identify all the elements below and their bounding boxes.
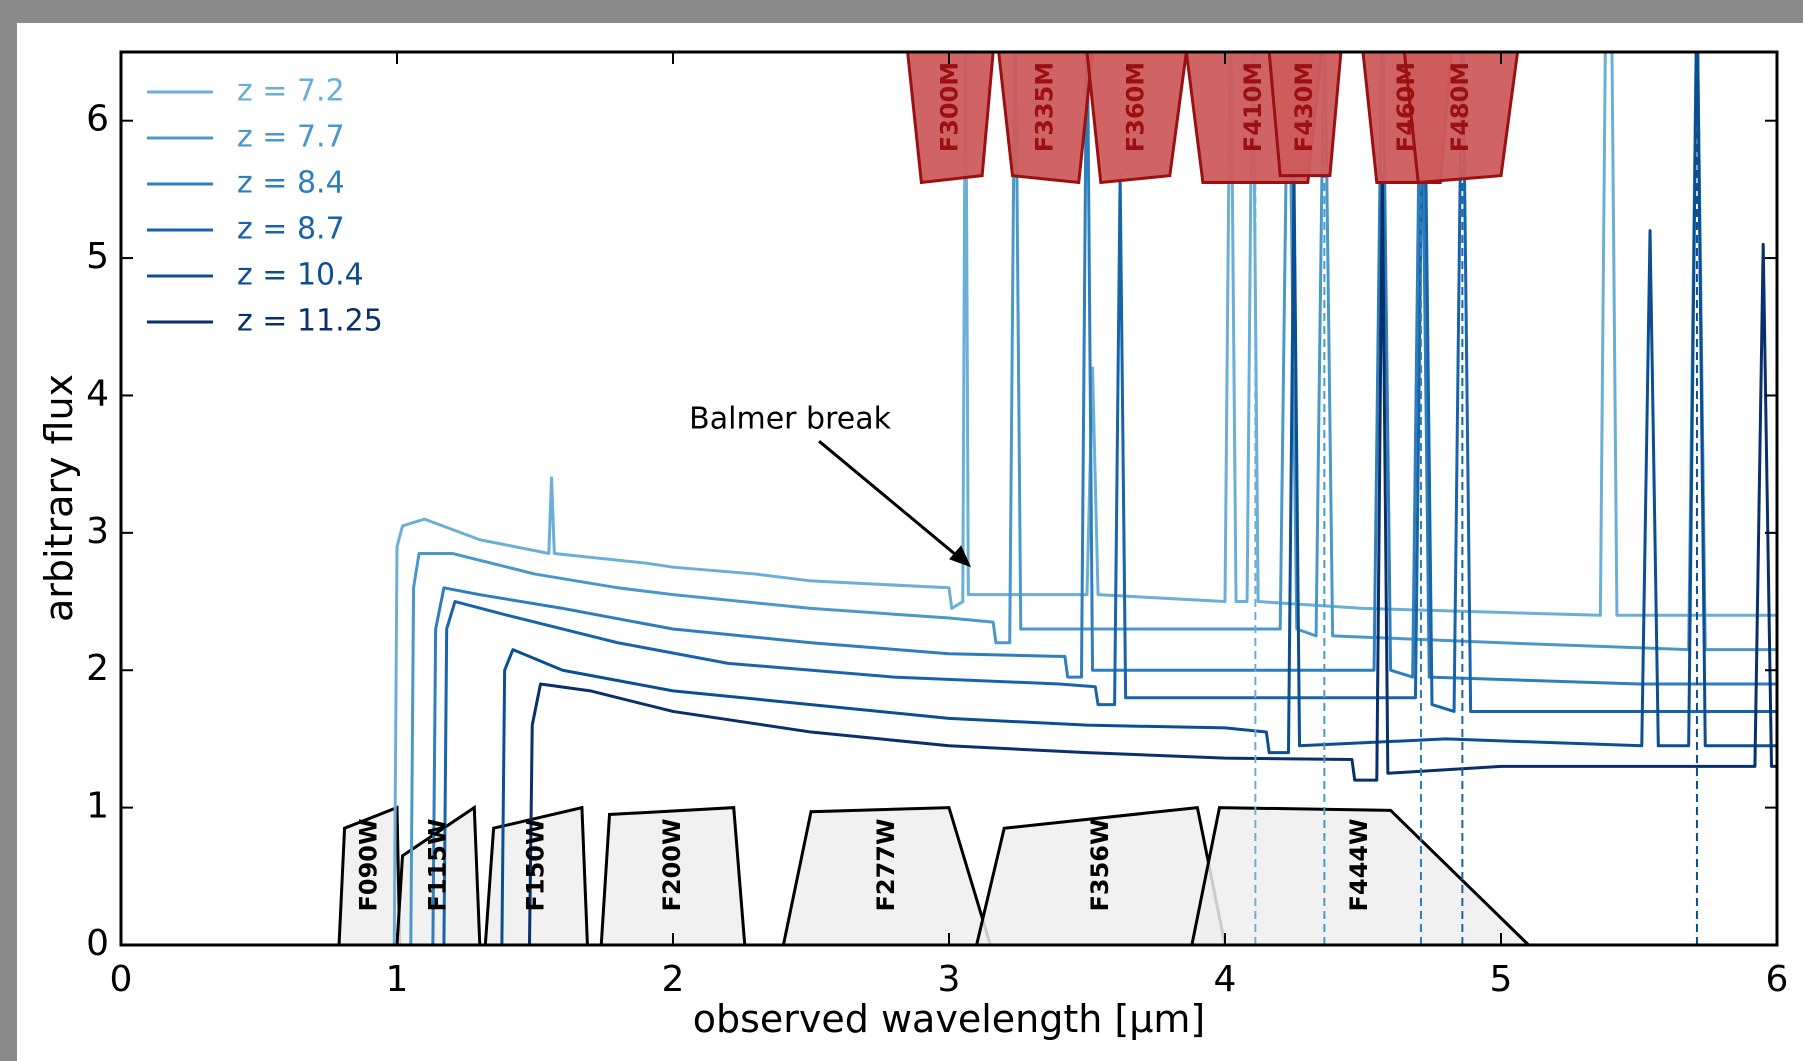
- filter-label: F480M: [1446, 62, 1474, 152]
- y-tick-label: 6: [86, 99, 109, 140]
- x-tick-label: 6: [1766, 959, 1789, 1000]
- filter-label: F277W: [872, 819, 900, 912]
- x-tick-label: 4: [1214, 959, 1237, 1000]
- wide-filter: [781, 806, 992, 945]
- y-axis-label: arbitrary flux: [37, 374, 81, 622]
- spectrum-line: [409, 52, 1777, 945]
- legend: z = 7.2 z = 7.7 z = 8.4 z = 8.7 z = 10.4 z = …: [147, 74, 383, 339]
- annotation: Balmer break: [689, 402, 891, 437]
- spectrum-line: [431, 52, 1777, 945]
- filter-label: F430M: [1290, 62, 1318, 152]
- annotation-arrow: [818, 440, 963, 561]
- wide-filter: [1190, 806, 1531, 945]
- medium-filter: [906, 52, 995, 185]
- x-tick-label: 3: [938, 959, 961, 1000]
- annotation-arrowhead: [949, 545, 972, 568]
- filter-label: F356W: [1086, 819, 1114, 912]
- legend-label: z = 11.25: [237, 304, 383, 339]
- filter-label: F115W: [423, 819, 451, 912]
- filter-label: F300M: [935, 62, 963, 152]
- plot-area: [337, 52, 1777, 945]
- spectrum-line: [527, 174, 1777, 945]
- legend-label: z = 7.2: [237, 74, 345, 109]
- medium-filter: [1267, 52, 1343, 178]
- legend-label: z = 7.7: [237, 120, 345, 155]
- medium-filter: [1402, 52, 1520, 185]
- legend-label: z = 8.7: [237, 212, 345, 247]
- spectrum-line: [500, 52, 1777, 945]
- legend-label: z = 10.4: [237, 258, 364, 293]
- medium-filter: [997, 52, 1095, 185]
- filter-label: F335M: [1031, 62, 1059, 152]
- y-tick-label: 1: [86, 786, 109, 827]
- y-tick-label: 0: [86, 923, 109, 964]
- wide-filter: [483, 805, 589, 945]
- spectrum-line: [392, 52, 1777, 945]
- x-tick-label: 2: [662, 959, 685, 1000]
- filter-label: F410M: [1239, 62, 1267, 152]
- filter-label: F444W: [1345, 819, 1373, 912]
- medium-filter: [1085, 52, 1188, 185]
- y-tick-label: 4: [86, 373, 109, 414]
- filter-label: F360M: [1122, 62, 1150, 152]
- y-tick-label: 5: [86, 236, 109, 277]
- wide-filter: [975, 805, 1227, 945]
- x-tick-label: 0: [110, 959, 133, 1000]
- y-tick-label: 3: [86, 511, 109, 552]
- x-tick-label: 5: [1490, 959, 1513, 1000]
- x-tick-label: 1: [386, 959, 409, 1000]
- wide-filter: [337, 805, 402, 945]
- filter-label: F150W: [521, 819, 549, 912]
- legend-label: z = 8.4: [237, 166, 345, 201]
- x-axis-label: observed wavelength [μm]: [693, 997, 1206, 1041]
- filter-label: F200W: [658, 819, 686, 912]
- filter-label: F460M: [1392, 62, 1420, 152]
- filter-label: F090W: [354, 819, 382, 912]
- spectrum-line: [442, 52, 1777, 945]
- wide-filter: [395, 804, 482, 945]
- wide-filter: [599, 806, 747, 945]
- y-tick-label: 2: [86, 648, 109, 689]
